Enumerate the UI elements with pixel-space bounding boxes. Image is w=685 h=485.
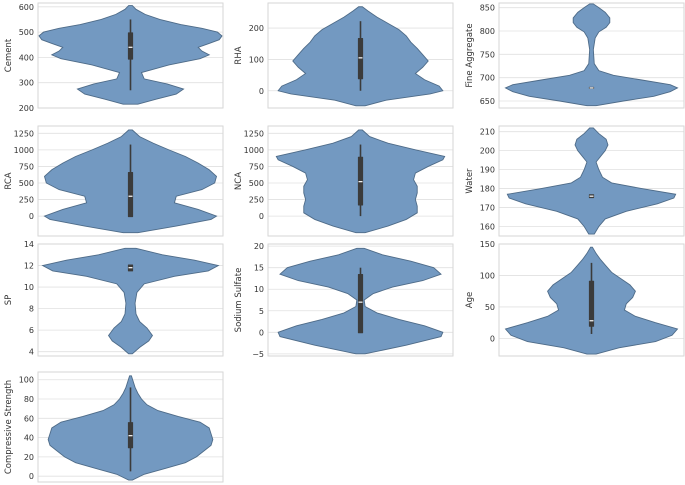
violin-body [41,247,220,355]
tick-label: 180 [480,185,495,194]
y-axis-label: Compressive Strength [4,380,14,474]
tick-label: 160 [480,223,495,232]
y-axis-label: SP [4,295,14,306]
y-axis-label: RHA [234,46,244,64]
y-axis-label: Cement [4,38,14,72]
tick-label: 400 [19,53,34,62]
panel-frame [37,243,224,357]
tick-label: 50 [485,303,495,312]
tick-label: 1250 [14,129,34,138]
tick-label: 80 [24,395,34,404]
panel-1: 200 300 400 500 600 Cement [4,2,224,113]
panel-9: 0 50 100 150 Age [465,240,685,357]
tick-label: 0 [259,328,264,337]
panel-frame [37,125,224,237]
panel-frame [498,2,685,109]
tick-label: 300 [19,79,34,88]
tick-label: 150 [480,240,495,249]
tick-label: 0 [259,212,264,221]
tick-label: 20 [24,453,34,462]
tick-label: 750 [19,162,34,171]
tick-label: 10 [254,285,264,294]
tick-label: 1250 [244,129,264,138]
iqr-box [588,280,595,327]
tick-label: 100 [19,376,34,385]
tick-label: 0 [29,212,34,221]
tick-label: 0 [29,472,34,481]
tick-label: 40 [24,434,34,443]
panel-6: 160 170 180 190 200 210 Water [465,125,685,237]
tick-label: 500 [249,179,264,188]
tick-label: 100 [480,271,495,280]
tick-label: 200 [480,147,495,156]
panel-3: 650 700 750 800 850 Fine Aggregate [465,2,685,109]
iqr-box [357,38,364,80]
panel-7: 4 6 8 10 12 14 SP [4,240,224,357]
tick-label: 15 [254,264,264,273]
tick-label: 0 [259,87,264,96]
tick-label: 850 [480,4,495,13]
y-axis-label: Sodium Sulfate [234,268,244,333]
violin-body [506,127,677,235]
tick-label: 1000 [244,146,264,155]
tick-label: 500 [19,28,34,37]
tick-label: 700 [480,74,495,83]
tick-label: 5 [259,307,264,316]
tick-label: 750 [249,162,264,171]
tick-label: 170 [480,204,495,213]
tick-label: 0 [490,334,495,343]
panel-frame [267,125,454,237]
y-axis-label: Age [465,292,475,308]
panel-frame [498,243,685,357]
panel-frame [267,243,454,357]
panel-frame [37,371,224,483]
iqr-box [127,32,134,60]
panel-5: 0 250 500 750 1000 1250 NCA [234,125,454,237]
panel-2: 0 100 200 RHA [234,2,454,109]
tick-label: 100 [249,55,264,64]
y-axis-label: RCA [4,172,14,189]
tick-label: 500 [19,179,34,188]
tick-label: 600 [19,3,34,12]
tick-label: 650 [480,97,495,106]
tick-label: 750 [480,50,495,59]
tick-label: 190 [480,166,495,175]
tick-label: 210 [480,128,495,137]
tick-label: 14 [24,240,34,249]
tick-label: −5 [252,350,264,359]
panel-frame [37,2,224,109]
tick-label: 20 [254,242,264,251]
y-axis-label: Fine Aggregate [465,23,475,87]
tick-label: 12 [24,262,34,271]
tick-label: 60 [24,414,34,423]
tick-label: 200 [249,24,264,33]
tick-label: 250 [19,196,34,205]
tick-label: 4 [29,348,34,357]
tick-label: 10 [24,283,34,292]
panel-10: 0 20 40 60 80 100 Compressive Strength [4,371,224,483]
violin-body [504,3,679,107]
panel-4: 0 250 500 750 1000 1250 RCA [4,125,224,237]
panel-frame [267,2,454,109]
tick-label: 800 [480,27,495,36]
tick-label: 200 [19,104,34,113]
panel-frame [498,125,685,237]
panel-8: −5 0 5 10 15 20 Sodium Sulfate [234,242,454,359]
y-axis-label: Water [465,168,475,194]
tick-label: 250 [249,196,264,205]
iqr-box [357,274,364,334]
tick-label: 1000 [14,146,34,155]
tick-label: 8 [29,305,34,314]
iqr-box [127,172,134,218]
tick-label: 6 [29,326,34,335]
y-axis-label: NCA [234,172,244,190]
